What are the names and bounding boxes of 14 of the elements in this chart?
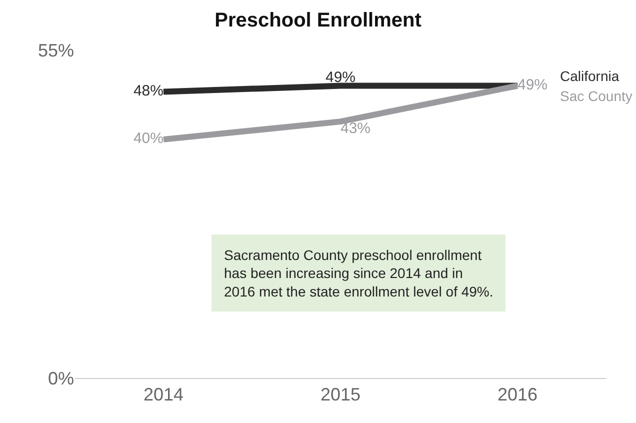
data-label: 49%	[518, 76, 548, 94]
annotation: Sacramento County preschool enrollment has been increasing since 2014 and in 2016 met the state enrollment level of 49%.	[224, 247, 494, 300]
text: Sac County	[560, 88, 632, 104]
x-tick-label: 2016	[497, 384, 538, 405]
data-label: 43%	[340, 120, 371, 137]
x-tick-label: 2014	[143, 384, 184, 405]
data-label: 48%	[133, 82, 164, 100]
data-label: 49%	[325, 69, 356, 86]
data-label: 40%	[133, 130, 164, 148]
x-tick-label: 2015	[320, 384, 361, 405]
y-tick-label: 0%	[48, 368, 74, 388]
chart-title: Preschool Enrollment	[214, 10, 422, 32]
y-tick-label: 55%	[38, 40, 74, 60]
text: California	[560, 68, 620, 84]
